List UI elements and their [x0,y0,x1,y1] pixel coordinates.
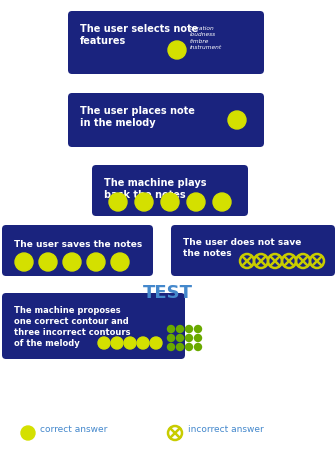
Text: The user selects note
features: The user selects note features [80,24,198,46]
FancyBboxPatch shape [68,94,264,148]
Circle shape [124,337,136,349]
FancyBboxPatch shape [2,293,185,359]
Circle shape [185,326,193,333]
Circle shape [195,344,202,351]
Circle shape [87,253,105,271]
Circle shape [195,335,202,342]
Circle shape [213,193,231,212]
Text: duration
loudness
timbre
instrument: duration loudness timbre instrument [190,26,222,50]
Circle shape [176,344,183,351]
Circle shape [15,253,33,271]
Circle shape [195,326,202,333]
Text: The user places note
in the melody: The user places note in the melody [80,106,195,128]
Circle shape [161,193,179,212]
Circle shape [111,337,123,349]
Circle shape [63,253,81,271]
Text: The machine plays
back the notes: The machine plays back the notes [104,177,207,200]
Text: The machine proposes
one correct contour and
three incorrect contours
of the mel: The machine proposes one correct contour… [14,305,130,348]
Text: incorrect answer: incorrect answer [188,425,264,434]
Text: The user does not save
the notes: The user does not save the notes [183,238,301,258]
Text: correct answer: correct answer [40,425,108,434]
Circle shape [150,337,162,349]
Circle shape [21,426,35,440]
Circle shape [185,335,193,342]
Text: The user saves the notes: The user saves the notes [14,239,142,248]
Circle shape [168,344,174,351]
Circle shape [187,193,205,212]
Circle shape [176,335,183,342]
Circle shape [98,337,110,349]
Circle shape [168,335,174,342]
Circle shape [39,253,57,271]
Circle shape [168,42,186,60]
Circle shape [176,326,183,333]
FancyBboxPatch shape [171,226,335,276]
Circle shape [109,193,127,212]
Circle shape [135,193,153,212]
FancyBboxPatch shape [2,226,153,276]
FancyBboxPatch shape [68,12,264,75]
Circle shape [137,337,149,349]
Text: TEST: TEST [143,283,193,301]
Circle shape [228,112,246,130]
Circle shape [185,344,193,351]
FancyBboxPatch shape [92,166,248,217]
Circle shape [168,326,174,333]
Circle shape [111,253,129,271]
